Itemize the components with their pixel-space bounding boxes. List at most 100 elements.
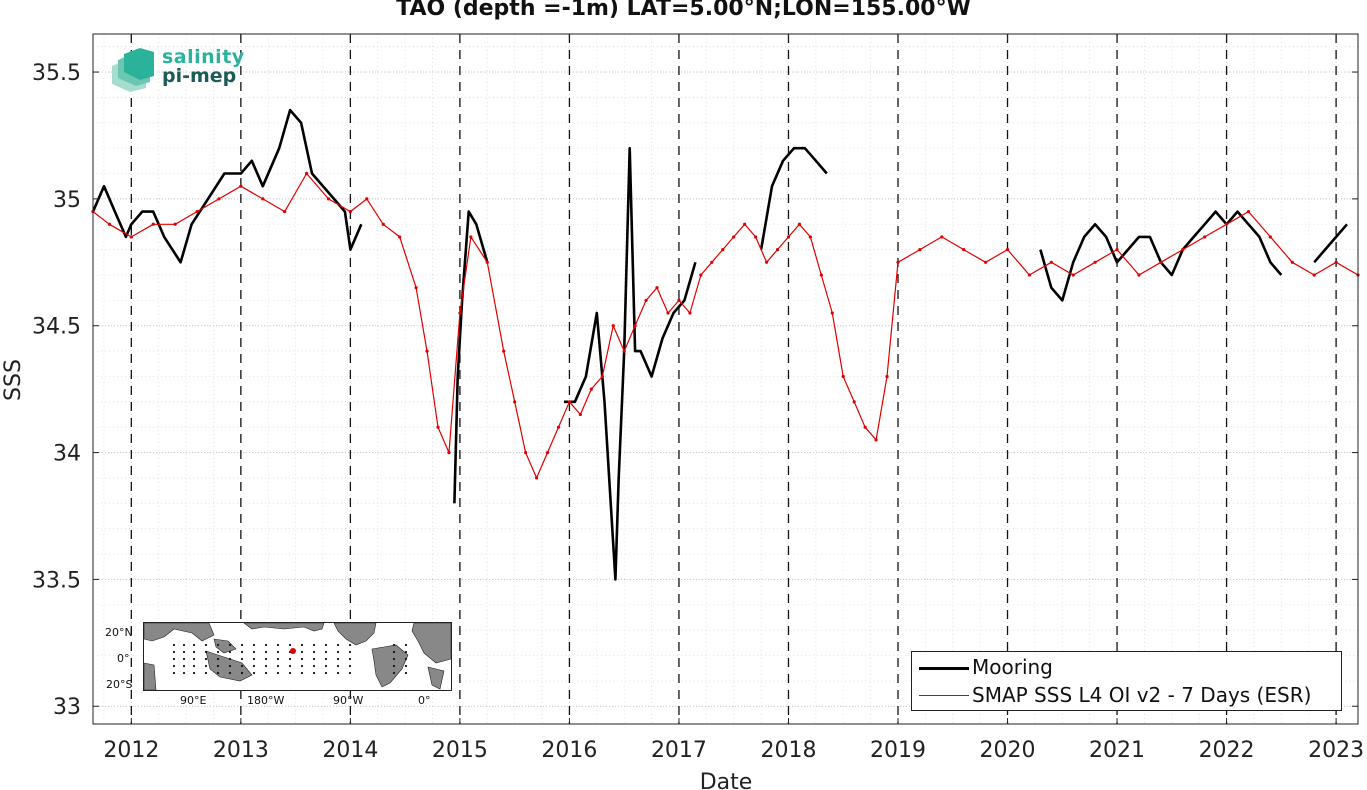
inset-buoy-dot — [192, 643, 196, 647]
data-point-smap — [1334, 260, 1338, 264]
inset-buoy-dot — [240, 643, 244, 647]
data-point-smap — [1181, 248, 1185, 252]
inset-buoy-dot — [300, 650, 304, 654]
inset-buoy-dot — [288, 643, 292, 647]
inset-buoy-dot — [348, 671, 352, 675]
inset-buoy-dot — [240, 664, 244, 668]
data-point-smap — [173, 222, 177, 226]
inset-buoy-dot — [348, 650, 352, 654]
data-point-smap — [469, 235, 473, 239]
data-point-smap — [841, 374, 845, 379]
data-point-smap — [567, 400, 572, 404]
data-point-smap — [545, 450, 550, 455]
legend-label-mooring: Mooring — [972, 655, 1053, 679]
data-point-smap — [485, 260, 489, 264]
data-point-smap — [1203, 235, 1207, 239]
inset-buoy-dot — [276, 650, 280, 654]
data-point-smap — [688, 311, 692, 315]
inset-lon-0: 0° — [418, 694, 431, 707]
x-tick-label: 2022 — [1199, 738, 1255, 763]
y-tick-label: 35 — [53, 188, 81, 213]
y-tick-label: 35.5 — [32, 61, 81, 86]
inset-buoy-dot — [324, 657, 328, 661]
world-map-icon — [143, 622, 452, 691]
inset-buoy-dot — [264, 664, 268, 668]
inset-buoy-dot — [336, 671, 340, 675]
inset-buoy-dot — [172, 664, 176, 668]
data-point-smap — [743, 222, 747, 226]
inset-buoy-dot — [252, 657, 256, 661]
y-tick-label: 33.5 — [32, 568, 81, 593]
data-point-smap — [962, 248, 966, 252]
data-point-smap — [918, 248, 922, 252]
inset-buoy-dot — [276, 671, 280, 675]
inset-buoy-dot — [192, 671, 196, 675]
inset-buoy-dot — [312, 671, 316, 675]
inset-buoy-dot — [252, 650, 256, 654]
data-point-smap — [436, 425, 440, 429]
inset-buoy-dot — [404, 650, 408, 654]
plot-frame — [92, 33, 1359, 725]
inset-buoy-dot — [336, 664, 340, 668]
data-point-smap — [775, 248, 780, 252]
data-point-smap — [217, 197, 221, 201]
data-point-smap — [863, 425, 867, 429]
data-point-smap — [129, 235, 133, 239]
inset-buoy-dot — [324, 664, 328, 668]
inset-buoy-dot — [172, 650, 176, 654]
data-point-smap — [107, 222, 112, 226]
data-point-smap — [764, 260, 769, 264]
data-point-smap — [589, 387, 593, 391]
inset-buoy-dot — [264, 650, 268, 654]
data-point-smap — [513, 400, 517, 404]
inset-buoy-dot — [252, 671, 256, 675]
data-point-smap — [556, 425, 561, 429]
inset-lon-180w: 180°W — [247, 694, 285, 707]
inset-buoy-dot — [172, 643, 176, 647]
inset-buoy-dot — [312, 664, 316, 668]
data-point-smap — [239, 184, 243, 188]
inset-buoy-dot — [216, 643, 220, 647]
data-point-smap — [786, 235, 791, 239]
data-point-smap — [1071, 273, 1075, 277]
data-point-smap — [534, 476, 539, 480]
inset-buoy-dot — [228, 671, 232, 675]
logo-text-pimep: pi-mep — [162, 65, 237, 87]
y-tick-label: 33 — [53, 695, 81, 720]
x-tick-label: 2015 — [432, 738, 488, 763]
inset-buoy-dot — [240, 650, 244, 654]
y-axis-label: SSS — [1, 359, 26, 401]
inset-buoy-dot — [264, 671, 268, 675]
inset-buoy-dot — [312, 657, 316, 661]
data-point-smap — [732, 235, 736, 239]
data-point-smap — [611, 324, 615, 328]
data-point-smap — [524, 450, 528, 455]
data-point-smap — [447, 450, 451, 455]
inset-buoy-dot — [336, 650, 340, 654]
data-point-smap — [1224, 222, 1229, 226]
inset-lat-0: 0° — [117, 652, 130, 665]
data-point-smap — [578, 412, 582, 417]
x-tick-label: 2016 — [541, 738, 597, 763]
inset-buoy-dot — [312, 643, 316, 647]
data-point-smap — [365, 197, 369, 201]
series-line-mooring — [91, 108, 1348, 581]
data-point-smap — [195, 209, 199, 214]
inset-lat-20n: 20°N — [105, 626, 133, 639]
inset-buoy-dot — [204, 671, 208, 675]
data-point-smap — [1290, 260, 1294, 264]
inset-buoy-dot — [182, 643, 186, 647]
inset-buoy-dot — [204, 657, 208, 661]
data-point-smap — [655, 286, 659, 290]
data-point-smap — [808, 235, 812, 239]
inset-buoy-dot — [228, 650, 232, 654]
inset-buoy-dot — [252, 664, 256, 668]
data-point-smap — [348, 209, 352, 214]
inset-buoy-dot — [300, 664, 304, 668]
inset-buoy-dot — [172, 657, 176, 661]
inset-buoy-dot — [204, 643, 208, 647]
inset-buoy-dot — [192, 657, 196, 661]
inset-buoy-dot — [300, 657, 304, 661]
inset-buoy-dot — [192, 664, 196, 668]
data-point-smap — [984, 260, 988, 264]
